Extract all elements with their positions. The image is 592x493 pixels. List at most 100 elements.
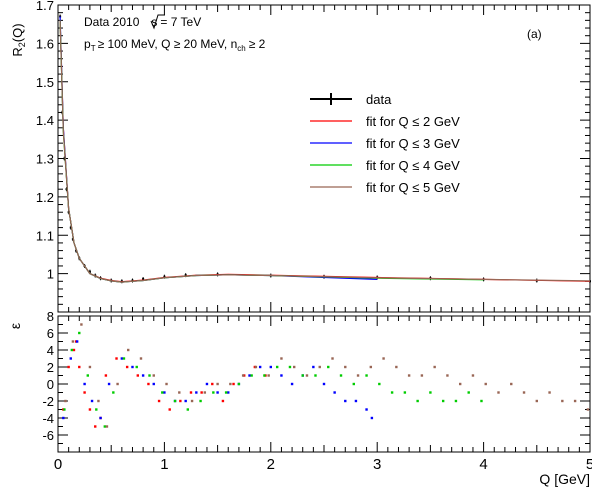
residual-point	[165, 382, 168, 386]
residual-point	[232, 382, 235, 386]
residual-point	[312, 365, 315, 369]
residual-point	[331, 357, 334, 360]
bottom-series	[62, 323, 590, 428]
top-y-tick-label: 1.7	[36, 0, 54, 13]
residual-point	[136, 374, 139, 377]
x-tick-labels: 0 1 2 3 4 5	[54, 456, 592, 473]
residual-point	[216, 382, 219, 386]
residual-point	[352, 382, 355, 386]
residual-point	[390, 391, 394, 394]
residual-point	[78, 331, 81, 335]
residual-point	[116, 382, 119, 386]
residual-point	[318, 365, 321, 369]
residual-point	[224, 391, 228, 394]
residual-point	[288, 365, 292, 369]
residual-point	[561, 399, 564, 403]
residual-point	[103, 425, 107, 428]
data-point	[163, 275, 166, 278]
top-plot-frame	[57, 4, 591, 313]
residual-point	[382, 357, 385, 360]
residual-point	[190, 399, 194, 403]
residual-point	[356, 374, 360, 377]
residual-point	[168, 408, 171, 411]
residual-point	[189, 391, 193, 394]
residual-point	[179, 399, 182, 403]
residual-point	[248, 374, 251, 377]
residual-point	[458, 382, 462, 386]
residual-point	[199, 399, 202, 403]
residual-point	[212, 391, 215, 394]
residual-point	[322, 382, 326, 386]
legend-label: data	[366, 92, 392, 107]
residual-point	[229, 382, 232, 386]
bottom-y-tick-label: -2	[42, 394, 54, 409]
residual-point	[112, 391, 115, 394]
residual-point	[227, 391, 230, 394]
top-series	[59, 14, 591, 284]
sqrt-icon	[150, 14, 165, 30]
panel-tag: (a)	[527, 27, 542, 41]
x-tick-label: 0	[54, 456, 62, 473]
residual-point	[152, 374, 155, 377]
residual-point	[173, 399, 177, 403]
residual-point	[484, 382, 487, 386]
residual-point	[586, 408, 590, 411]
residual-point	[97, 399, 100, 403]
residual-point	[64, 399, 67, 403]
x-axis-label: Q [GeV]	[539, 471, 590, 487]
residual-point	[115, 357, 118, 360]
residual-point	[75, 340, 79, 343]
annotation-cuts: pT ≥ 100 MeV, Q ≥ 20 MeV, nch ≥ 2	[84, 37, 266, 53]
bottom-y-tick-label: 8	[47, 309, 54, 324]
bottom-y-tick-labels: -6 -4 -2 0 2 4 6 8	[42, 309, 54, 443]
residual-point	[280, 374, 283, 377]
bottom-axis-ticks	[57, 315, 591, 452]
fit-curve	[59, 20, 591, 283]
residual-point	[258, 365, 262, 369]
residual-point	[522, 391, 526, 394]
residual-point	[152, 382, 155, 386]
residual-point	[446, 374, 449, 377]
residual-point	[280, 357, 283, 360]
residual-point	[221, 399, 225, 403]
residual-point	[497, 391, 500, 394]
residual-point	[365, 408, 368, 411]
legend-label: fit for Q ≤ 5 GeV	[366, 180, 460, 195]
residual-point	[433, 365, 436, 369]
residual-point	[88, 408, 92, 411]
residual-point	[80, 323, 83, 326]
top-y-tick-label: 1.2	[36, 190, 54, 205]
top-y-tick-label: 1.1	[36, 228, 54, 243]
residual-point	[147, 382, 150, 386]
residual-point	[416, 399, 419, 403]
fit-curve	[59, 20, 591, 283]
residual-point	[275, 365, 279, 369]
residual-point	[407, 374, 411, 377]
residual-point	[263, 374, 266, 377]
residual-point	[344, 365, 347, 369]
data-point	[69, 226, 72, 229]
residual-point	[344, 399, 347, 403]
x-tick-label: 3	[373, 456, 381, 473]
residual-point	[94, 425, 97, 428]
residual-point	[254, 365, 258, 369]
residual-point	[216, 391, 219, 394]
residual-point	[70, 348, 74, 352]
data-point	[88, 270, 91, 273]
residual-point	[72, 348, 76, 352]
residual-point	[195, 391, 198, 394]
x-tick-label: 1	[160, 456, 168, 473]
residual-point	[163, 391, 166, 394]
residual-point	[269, 365, 272, 369]
residual-point	[203, 391, 207, 394]
residual-point	[69, 357, 72, 360]
data-point	[142, 277, 145, 280]
x-tick-label: 5	[586, 456, 592, 473]
residual-point	[83, 382, 86, 386]
residual-point	[327, 365, 330, 369]
residual-point	[403, 391, 407, 394]
bottom-y-tick-label: 6	[47, 326, 54, 341]
residual-point	[573, 399, 577, 403]
residual-point	[365, 374, 368, 377]
